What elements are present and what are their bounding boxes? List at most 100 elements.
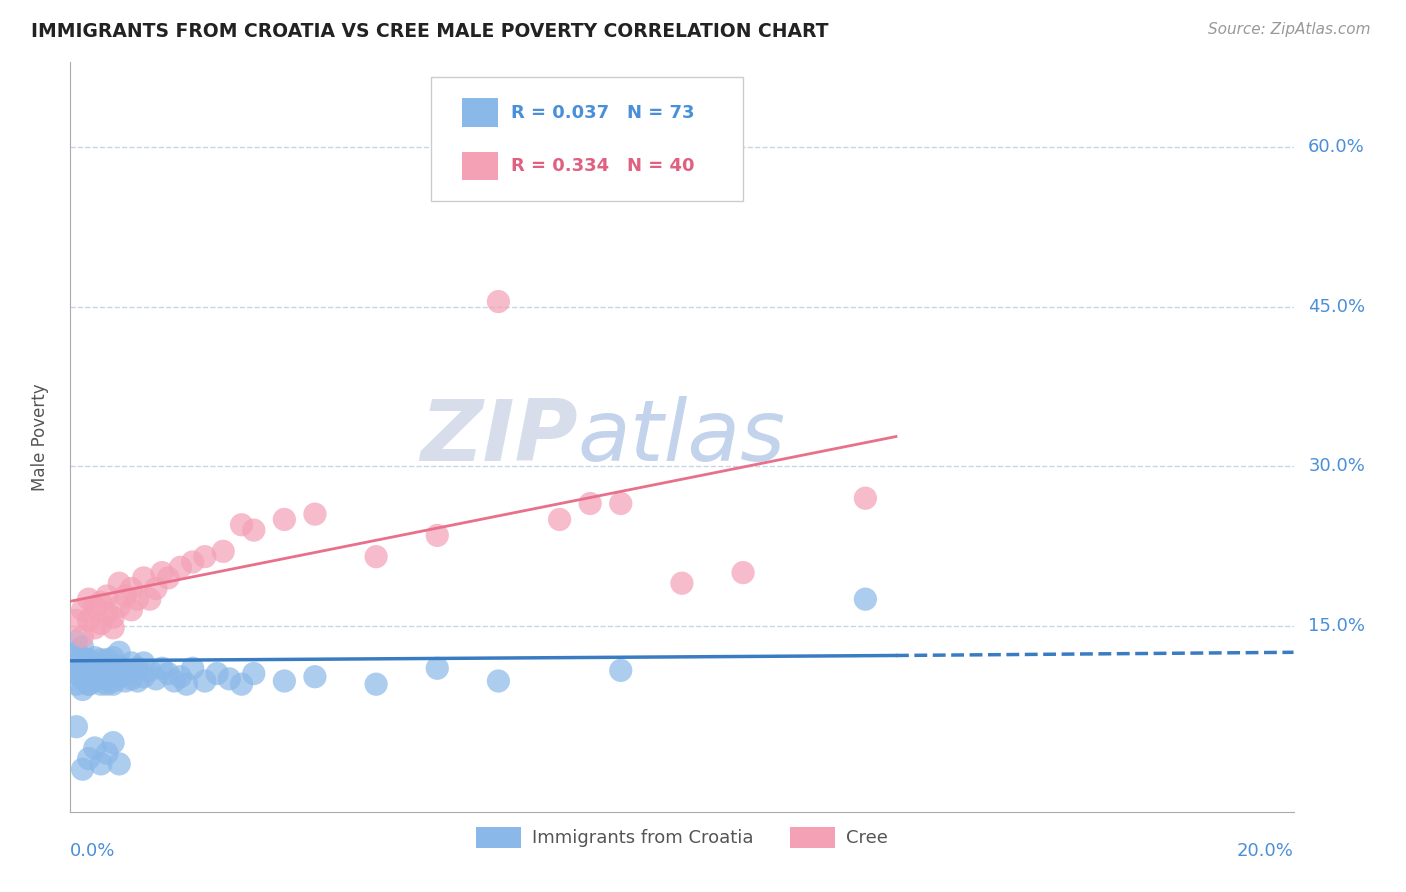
Point <box>108 756 131 771</box>
Point <box>108 670 131 684</box>
Point <box>212 544 235 558</box>
Point <box>101 610 124 624</box>
Text: 15.0%: 15.0% <box>1308 616 1365 635</box>
Point <box>108 599 131 614</box>
Point <box>194 673 217 688</box>
Text: 60.0%: 60.0% <box>1308 138 1365 156</box>
Point <box>163 673 186 688</box>
Point <box>139 664 162 678</box>
Point <box>96 677 118 691</box>
Point <box>548 512 571 526</box>
Point <box>83 672 105 686</box>
Point <box>733 566 755 580</box>
Point <box>121 582 143 596</box>
Point <box>127 592 149 607</box>
Point <box>77 751 100 765</box>
Point <box>90 670 112 684</box>
Point <box>855 491 877 506</box>
Point <box>96 653 118 667</box>
Point <box>121 603 143 617</box>
Point <box>127 673 149 688</box>
Point <box>96 672 118 686</box>
Point <box>101 736 124 750</box>
Point <box>243 523 266 537</box>
Point <box>157 666 180 681</box>
Point <box>139 592 162 607</box>
Point <box>488 132 510 146</box>
Text: ZIP: ZIP <box>420 395 578 479</box>
Point <box>108 645 131 659</box>
Point <box>488 294 510 309</box>
Point <box>90 677 112 691</box>
Point <box>72 666 94 681</box>
Point <box>181 661 204 675</box>
Point <box>273 512 295 526</box>
Point <box>108 659 131 673</box>
Legend: Immigrants from Croatia, Cree: Immigrants from Croatia, Cree <box>470 820 894 855</box>
Point <box>90 664 112 678</box>
Text: N = 73: N = 73 <box>627 103 695 121</box>
Point <box>83 741 105 756</box>
Point <box>145 672 167 686</box>
Point <box>114 664 136 678</box>
Point <box>101 677 124 691</box>
Point <box>77 677 100 691</box>
Point <box>145 582 167 596</box>
Point <box>231 677 253 691</box>
Point <box>65 614 87 628</box>
Point <box>96 746 118 760</box>
Point <box>304 507 326 521</box>
Point <box>72 603 94 617</box>
Point <box>157 571 180 585</box>
Point <box>96 606 118 620</box>
Point <box>169 560 191 574</box>
Point <box>121 672 143 686</box>
Point <box>488 673 510 688</box>
Point <box>101 621 124 635</box>
Point <box>304 670 326 684</box>
Point <box>72 661 94 675</box>
Text: 0.0%: 0.0% <box>70 842 115 860</box>
Point <box>218 672 240 686</box>
Point <box>72 629 94 643</box>
Point <box>83 673 105 688</box>
Point <box>176 677 198 691</box>
Point <box>83 661 105 675</box>
Point <box>132 656 155 670</box>
FancyBboxPatch shape <box>432 78 744 201</box>
Point <box>83 659 105 673</box>
Point <box>65 720 87 734</box>
Point <box>83 650 105 665</box>
Point <box>231 517 253 532</box>
Point <box>101 664 124 678</box>
Point <box>72 682 94 697</box>
Point <box>72 762 94 776</box>
Point <box>121 656 143 670</box>
Point <box>101 650 124 665</box>
Point <box>77 614 100 628</box>
Point <box>194 549 217 564</box>
Point <box>426 528 449 542</box>
Point <box>114 589 136 603</box>
Point <box>610 496 633 510</box>
Point <box>426 661 449 675</box>
Bar <box>461 152 499 180</box>
Point <box>83 621 105 635</box>
Point <box>65 656 87 670</box>
Text: 30.0%: 30.0% <box>1308 458 1365 475</box>
Point <box>90 653 112 667</box>
Point <box>90 595 112 609</box>
Point <box>114 673 136 688</box>
Text: 20.0%: 20.0% <box>1237 842 1294 860</box>
Point <box>181 555 204 569</box>
Point <box>72 672 94 686</box>
Point <box>96 589 118 603</box>
Text: Source: ZipAtlas.com: Source: ZipAtlas.com <box>1208 22 1371 37</box>
Point <box>77 677 100 691</box>
Point <box>169 670 191 684</box>
Point <box>77 656 100 670</box>
Point <box>671 576 693 591</box>
Point <box>65 666 87 681</box>
Point <box>90 616 112 631</box>
Point <box>855 592 877 607</box>
